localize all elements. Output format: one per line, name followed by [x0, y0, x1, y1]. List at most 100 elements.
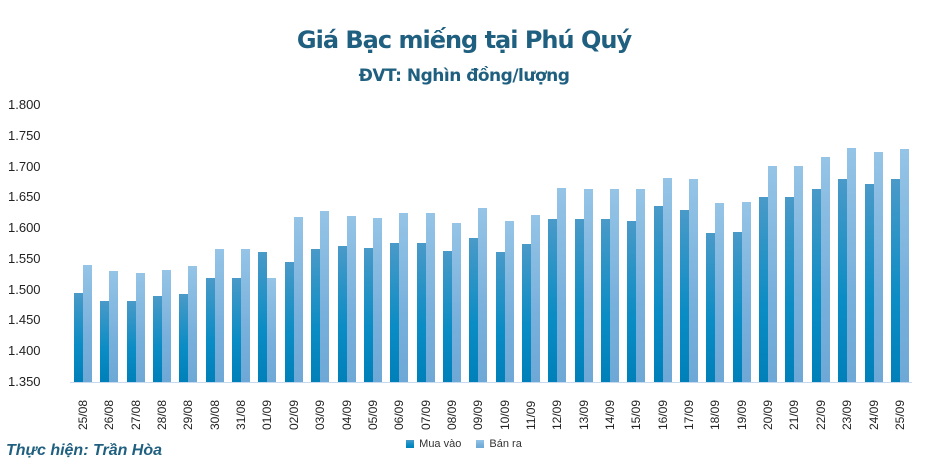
x-tick-label: 30/08	[208, 388, 222, 434]
bar-sell	[794, 165, 804, 382]
x-tick-label: 23/09	[840, 388, 854, 434]
y-tick-label: 1.500	[8, 281, 41, 297]
x-tick-label: 01/09	[260, 388, 274, 434]
x-tick-label: 26/08	[102, 388, 116, 434]
x-tick-text: 12/09	[550, 399, 565, 430]
legend-item-sell: Bán ra	[476, 438, 522, 450]
x-tick-label: 28/08	[155, 388, 169, 434]
y-tick-label: 1.800	[8, 97, 41, 112]
legend-item-buy: Mua vào	[406, 438, 461, 450]
x-tick-text: 22/09	[813, 399, 828, 430]
x-tick-text: 02/09	[286, 399, 301, 430]
bar-buy	[232, 277, 242, 382]
y-tick-label: 1.600	[8, 220, 41, 236]
bar-buy	[153, 295, 163, 382]
bar-buy	[179, 293, 189, 382]
x-tick-label: 04/09	[340, 388, 354, 434]
bar-buy	[838, 178, 848, 382]
bar-buy	[74, 293, 83, 382]
chart-title: Giá Bạc miếng tại Phú Quý	[296, 26, 632, 54]
x-tick-text: 05/09	[365, 399, 380, 430]
bar-buy	[680, 210, 690, 382]
x-tick-text: 23/09	[840, 399, 855, 430]
bar-sell	[504, 221, 514, 382]
x-tick-label: 06/09	[392, 388, 406, 434]
bar-buy	[363, 247, 373, 382]
bar-sell	[162, 269, 172, 382]
y-tick-label: 1.450	[8, 312, 41, 328]
legend-swatch-buy-icon	[406, 440, 415, 449]
bar-buy	[205, 277, 215, 382]
x-tick-text: 17/09	[682, 399, 697, 430]
x-tick-text: 20/09	[761, 399, 776, 430]
x-tick-label: 13/09	[577, 388, 591, 434]
x-tick-text: 07/09	[418, 399, 433, 430]
x-tick-text: 30/08	[207, 399, 222, 430]
bar-buy	[811, 189, 821, 382]
x-tick-text: 26/08	[102, 399, 117, 430]
bar-buy	[653, 205, 663, 382]
bar-buy	[785, 197, 795, 382]
bar-sell	[873, 152, 883, 382]
x-tick-label: 14/09	[603, 388, 617, 434]
bar-buy	[390, 242, 400, 382]
x-tick-text: 21/09	[787, 399, 802, 430]
x-tick-label: 08/09	[445, 388, 459, 434]
bar-sell	[741, 202, 751, 382]
x-tick-label: 09/09	[471, 388, 485, 434]
bar-sell	[135, 273, 145, 382]
x-tick-text: 29/08	[181, 399, 196, 430]
bar-sell	[399, 213, 409, 382]
bar-sell	[715, 202, 725, 382]
x-tick-label: 19/09	[735, 388, 749, 434]
bar-sell	[557, 188, 567, 382]
y-tick-label: 1.400	[8, 343, 41, 359]
x-tick-text: 25/09	[892, 399, 907, 430]
x-tick-label: 22/09	[814, 388, 828, 434]
bar-sell	[610, 189, 619, 382]
credit-text: Thực hiện: Trần Hòa	[6, 442, 163, 459]
x-tick-text: 25/08	[76, 399, 90, 430]
y-tick-label: 1.350	[8, 374, 41, 389]
bar-buy	[337, 245, 347, 382]
y-tick-label: 1.650	[8, 189, 41, 205]
x-tick-label: 18/09	[708, 388, 722, 434]
x-tick-text: 14/09	[603, 399, 617, 430]
bar-buy	[890, 178, 900, 382]
bar-sell	[214, 249, 224, 382]
x-tick-text: 04/09	[339, 399, 354, 430]
bar-buy	[284, 261, 294, 382]
x-tick-text: 03/09	[313, 399, 328, 430]
bar-buy	[469, 237, 479, 382]
bar-buy	[442, 250, 452, 382]
bar-sell	[109, 271, 119, 382]
bar-buy	[126, 301, 136, 382]
bar-buy	[706, 233, 716, 382]
bar-sell	[768, 165, 778, 382]
x-tick-label: 21/09	[787, 388, 801, 434]
bar-buy	[548, 218, 558, 382]
x-tick-text: 16/09	[655, 399, 670, 430]
y-tick-label: 1.750	[8, 127, 41, 143]
x-tick-label: 25/09	[893, 388, 907, 434]
x-tick-text: 27/08	[128, 399, 143, 430]
bar-buy	[601, 218, 610, 382]
bar-sell	[188, 266, 198, 382]
bar-buy	[521, 244, 531, 382]
y-tick-label: 1.700	[8, 158, 41, 174]
bar-buy	[732, 231, 742, 382]
x-tick-label: 02/09	[287, 388, 301, 434]
bar-sell	[451, 223, 461, 382]
x-tick-text: 01/09	[260, 399, 275, 430]
x-tick-label: 15/09	[629, 388, 643, 434]
x-tick-text: 19/09	[734, 399, 749, 430]
x-tick-text: 15/09	[629, 399, 644, 430]
bar-sell	[636, 189, 646, 382]
x-tick-label: 10/09	[498, 388, 512, 434]
bar-buy	[627, 221, 637, 382]
x-tick-label: 17/09	[682, 388, 696, 434]
bar-buy	[311, 249, 321, 382]
bar-sell	[372, 218, 382, 382]
x-tick-label: 31/08	[234, 388, 248, 434]
x-tick-text: 08/09	[444, 399, 459, 430]
